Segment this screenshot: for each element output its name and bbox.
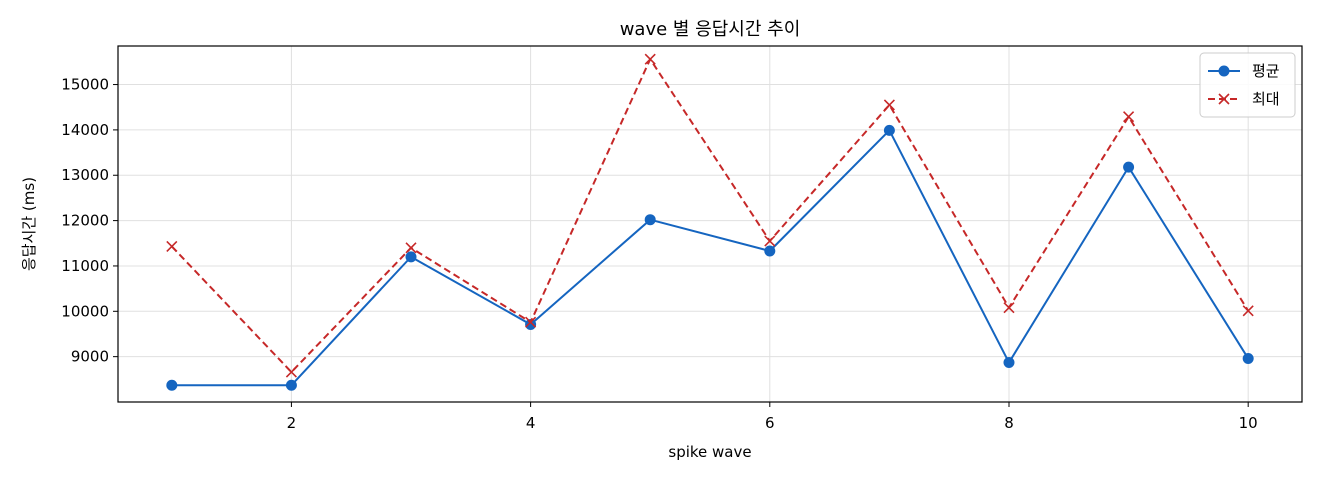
legend-label: 최대 [1252, 90, 1280, 108]
series-line [171, 129, 1250, 387]
x-tick-label: 10 [1239, 414, 1258, 432]
y-axis-label: 응답시간 (ms) [20, 177, 38, 271]
data-point [1242, 352, 1254, 364]
legend-label: 평균 [1252, 62, 1280, 80]
data-point [525, 318, 537, 330]
series-1 [166, 124, 1254, 391]
series-line [171, 58, 1250, 374]
y-tick-label: 15000 [61, 76, 109, 94]
y-tick-label: 14000 [61, 121, 109, 139]
series-2 [166, 53, 1254, 378]
data-point [525, 316, 537, 328]
y-tick-label: 10000 [61, 302, 109, 320]
legend-box [1199, 52, 1296, 118]
x-tick-label: 4 [526, 414, 536, 432]
legend-item: 최대 [1208, 90, 1280, 108]
data-point [166, 240, 178, 253]
data-point [1123, 161, 1135, 173]
axis-ticks: 2 4 6 8 10 9000 10000 11000 12000 13000 14000 15000 [61, 76, 1257, 432]
data-point [285, 366, 297, 378]
y-tick-label: 9000 [71, 348, 109, 366]
legend-marker [1218, 65, 1230, 77]
chart-title: wave 별 응답시간 추이 [620, 19, 801, 40]
series-layer [166, 53, 1254, 391]
x-axis-label: spike wave [668, 443, 751, 461]
x-tick-label: 6 [765, 414, 775, 432]
plot-frame [117, 45, 1303, 403]
y-tick-label: 13000 [61, 166, 109, 184]
data-point [883, 124, 895, 136]
data-point [644, 53, 656, 65]
legend-item: 평균 [1208, 62, 1280, 80]
grid-lines [118, 46, 1302, 402]
x-tick-label: 2 [287, 414, 297, 432]
y-tick-label: 11000 [61, 257, 109, 275]
data-point [644, 214, 656, 226]
legend-marker [1218, 93, 1230, 105]
data-point [405, 242, 417, 254]
data-point [1003, 302, 1015, 314]
data-point [883, 99, 895, 111]
data-point [1003, 357, 1015, 369]
data-point [764, 235, 776, 247]
data-point [285, 379, 297, 391]
data-point [405, 251, 417, 263]
data-point [1123, 111, 1135, 123]
data-point [1242, 305, 1254, 317]
data-point [764, 245, 776, 257]
y-tick-label: 12000 [61, 212, 109, 230]
x-tick-label: 8 [1004, 414, 1014, 432]
data-point [166, 379, 178, 391]
